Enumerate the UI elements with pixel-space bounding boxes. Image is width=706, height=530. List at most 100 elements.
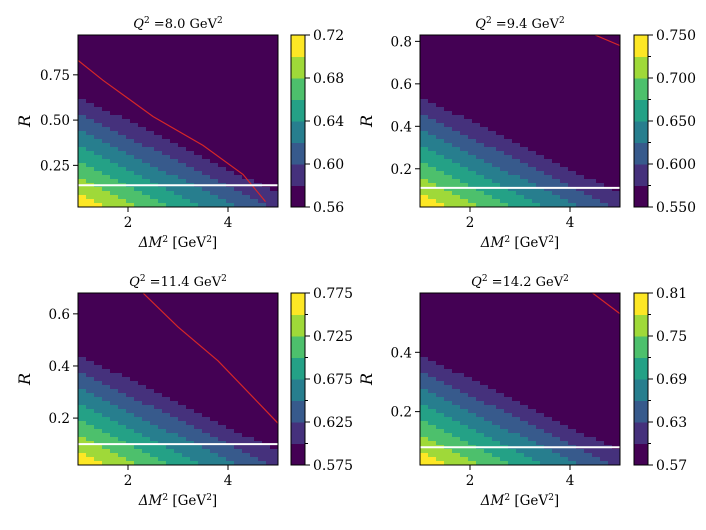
colorbar-tick-label: 0.63 [656, 415, 687, 431]
colorbar-band [291, 314, 305, 337]
colorbar-band [291, 99, 305, 122]
plot-title: Q2 =11.4 GeV2 [129, 274, 227, 290]
colorbar-tick-label: 0.56 [313, 200, 344, 216]
colorbar-band [291, 336, 305, 358]
heatmap [420, 293, 620, 465]
colorbar-band [291, 357, 305, 380]
colorbar-band [291, 35, 305, 57]
axes-frame [419, 292, 621, 466]
heatmap [78, 293, 278, 465]
colorbar-tick-label: 0.650 [656, 114, 696, 130]
plot-panel-1: Q2 =8.0 GeV2 2 4 0.25 0.50 0.75 ΔM2 [GeV2] R 0.5… [15, 16, 344, 251]
colorbar-tick-label: 0.700 [656, 71, 696, 87]
colorbar: 0.575 0.625 0.675 0.725 0.775 [290, 286, 353, 474]
x-tick-label: 4 [224, 215, 233, 231]
colorbar-band [291, 78, 305, 100]
y-tick-label: 0.2 [391, 162, 412, 178]
plot-title: Q2 =14.2 GeV2 [471, 274, 569, 290]
colorbar-tick-label: 0.57 [656, 458, 687, 474]
y-tick-label: 0.2 [49, 411, 70, 427]
colorbar-band [291, 293, 305, 315]
colorbar-tick-label: 0.81 [656, 286, 687, 302]
plot-title: Q2 =9.4 GeV2 [475, 16, 564, 32]
colorbar-band [634, 357, 648, 380]
y-tick-label: 0.6 [49, 307, 70, 323]
colorbar-band [634, 314, 648, 337]
colorbar-tick-label: 0.750 [656, 28, 696, 44]
colorbar-tick-label: 0.775 [313, 286, 353, 302]
y-tick-label: 0.4 [391, 345, 412, 361]
colorbar-band [634, 185, 648, 208]
red-contour-line [142, 293, 278, 424]
y-axis-label: R [15, 373, 34, 386]
colorbar-tick-label: 0.68 [313, 71, 344, 87]
x-axis-label: ΔM2 [GeV2] [480, 235, 559, 251]
plot-panel-2: Q2 =9.4 GeV2 2 4 0.2 0.4 0.6 0.8 ΔM2 [GeV2] R 0.5… [357, 16, 696, 251]
colorbar-band [634, 121, 648, 143]
colorbar-band [291, 185, 305, 208]
colorbar-tick-label: 0.64 [313, 114, 344, 130]
y-tick-label: 0.2 [391, 405, 412, 421]
x-axis-label: ΔM2 [GeV2] [480, 493, 559, 509]
colorbar-tick-label: 0.550 [656, 200, 696, 216]
colorbar: 0.57 0.63 0.69 0.75 0.81 [633, 286, 687, 474]
colorbar-tick-label: 0.625 [313, 415, 353, 431]
y-tick-label: 0.6 [391, 77, 412, 93]
colorbar-tick-label: 0.60 [313, 157, 344, 173]
x-tick-label: 4 [566, 473, 575, 489]
x-tick-label: 4 [566, 215, 575, 231]
axes-frame [419, 34, 621, 208]
axes-frame [77, 34, 279, 208]
y-tick-label: 0.75 [40, 68, 70, 84]
colorbar-band [634, 78, 648, 100]
colorbar: 0.550 0.600 0.650 0.700 0.750 [633, 28, 696, 216]
plot-panel-3: Q2 =11.4 GeV2 2 4 0.2 0.4 0.6 ΔM2 [GeV2] R 0.575… [15, 274, 353, 509]
x-tick-label: 2 [466, 473, 475, 489]
y-tick-label: 0.4 [391, 119, 412, 135]
colorbar-band [291, 142, 305, 165]
colorbar-band [634, 422, 648, 444]
y-tick-label: 0.25 [40, 158, 70, 174]
red-contour-line [592, 293, 620, 315]
colorbar-band [634, 400, 648, 423]
colorbar-tick-label: 0.75 [656, 329, 687, 345]
colorbar-tick-label: 0.725 [313, 329, 353, 345]
colorbar-band [634, 99, 648, 122]
colorbar-band [634, 336, 648, 358]
y-axis-label: R [15, 115, 34, 128]
colorbar-tick-label: 0.72 [313, 28, 344, 44]
plot-panel-4: Q2 =14.2 GeV2 2 4 0.2 0.4 ΔM2 [GeV2] R 0.57 0.63… [357, 274, 687, 509]
colorbar-band [291, 379, 305, 401]
colorbar-band [291, 443, 305, 466]
y-tick-label: 0.50 [40, 113, 70, 129]
colorbar-tick-label: 0.600 [656, 157, 696, 173]
x-tick-label: 4 [224, 473, 233, 489]
x-axis-label: ΔM2 [GeV2] [138, 493, 217, 509]
axes-frame [77, 292, 279, 466]
x-tick-label: 2 [124, 473, 133, 489]
y-axis-label: R [357, 115, 376, 128]
colorbar-band [291, 400, 305, 423]
colorbar-band [291, 422, 305, 444]
y-tick-label: 0.4 [49, 359, 70, 375]
x-axis-label: ΔM2 [GeV2] [138, 235, 217, 251]
colorbar-band [634, 379, 648, 401]
x-tick-label: 2 [124, 215, 133, 231]
colorbar-band [634, 35, 648, 57]
colorbar-band [634, 164, 648, 186]
heatmap [420, 35, 620, 207]
y-axis-label: R [357, 373, 376, 386]
colorbar-band [291, 56, 305, 79]
colorbar-band [634, 443, 648, 466]
colorbar-band [634, 56, 648, 79]
colorbar-tick-label: 0.675 [313, 372, 353, 388]
colorbar-band [291, 164, 305, 186]
heatmap [78, 35, 278, 207]
x-tick-label: 2 [466, 215, 475, 231]
colorbar-band [634, 293, 648, 315]
y-tick-label: 0.8 [391, 34, 412, 50]
red-contour-line [78, 59, 266, 202]
colorbar-tick-label: 0.575 [313, 458, 353, 474]
colorbar-band [291, 121, 305, 143]
